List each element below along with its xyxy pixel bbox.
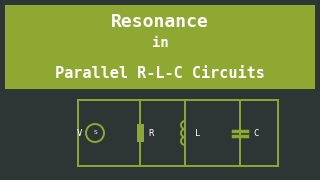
Text: Parallel R-L-C Circuits: Parallel R-L-C Circuits (55, 66, 265, 82)
Text: L: L (195, 129, 201, 138)
Text: S: S (93, 130, 97, 136)
FancyBboxPatch shape (6, 6, 314, 88)
Text: V: V (76, 129, 82, 138)
Circle shape (86, 124, 104, 142)
Text: R: R (148, 129, 154, 138)
Text: C: C (253, 129, 259, 138)
Text: Resonance: Resonance (111, 13, 209, 31)
Text: in: in (152, 36, 168, 50)
Bar (137, 124, 143, 142)
